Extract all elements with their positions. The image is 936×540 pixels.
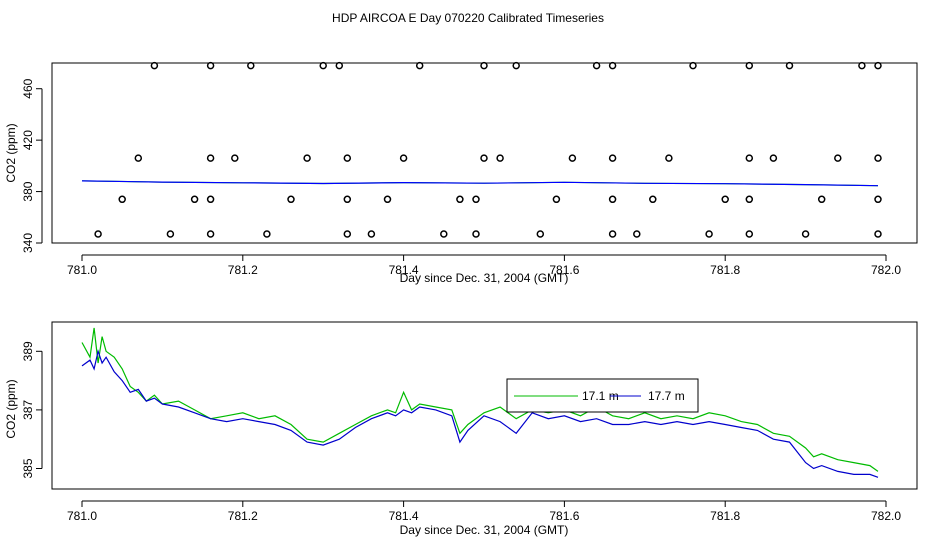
bottom-panel: 385 387 389 781.0 781.2 781.4 781.6 781.8 782.0… [4,321,918,537]
scatter-point [480,61,488,70]
top-y-tick-label: 420 [21,130,35,150]
top-y-tick-label: 460 [21,78,35,98]
scatter-point [721,195,729,204]
top-x-axis-label: Day since Dec. 31, 2004 (GMT) [400,271,569,285]
scatter-point [343,230,352,238]
bottom-x-tick-label: 781.4 [389,509,419,523]
scatter-point [785,61,794,70]
scatter-point [472,230,480,238]
bottom-x-tick-label: 781.0 [67,509,97,523]
top-series-line [81,180,879,187]
scatter-point [512,61,520,70]
scatter-point [206,195,215,204]
bottom-y-tick-label: 389 [21,341,35,361]
legend-label-17-7m: 17.7 m [648,389,685,403]
scatter-point [858,61,866,70]
scatter-point [552,195,561,204]
figure-title: HDP AIRCOA E Day 070220 Calibrated Times… [332,11,604,25]
scatter-point [150,61,159,70]
scatter-point [440,230,448,238]
bottom-y-tick-label: 387 [21,400,35,420]
scatter-point [874,230,882,238]
legend: 17.1 m 17.7 m [506,378,699,413]
scatter-point [206,230,215,238]
series-line-17-1m [81,327,879,472]
scatter-point [801,230,810,238]
top-x-tick-label: 781.6 [549,263,579,277]
bottom-x-axis-label: Day since Dec. 31, 2004 (GMT) [400,523,569,537]
top-y-tick-label: 340 [21,233,35,253]
scatter-point [592,61,601,70]
scatter-point [343,154,352,162]
scatter-point [649,195,657,204]
scatter-point [94,230,102,238]
top-plot-frame [51,62,918,244]
legend-label-17-1m: 17.1 m [582,389,619,403]
scatter-point [568,154,577,162]
scatter-point [817,195,826,204]
scatter-point [383,195,392,204]
scatter-point [367,230,376,238]
scatter-point [536,230,545,238]
scatter-point [263,230,271,238]
scatter-point [769,154,778,162]
bottom-x-tick-label: 781.8 [710,509,740,523]
scatter-point [343,195,352,204]
scatter-point [231,154,239,162]
scatter-point [665,154,673,162]
scatter-point [496,154,504,162]
scatter-point [608,195,617,204]
scatter-point [834,154,842,162]
scatter-point [247,61,255,70]
scatter-point [287,195,295,204]
top-y-tick-label: 380 [21,181,35,201]
scatter-point [415,61,424,70]
scatter-point [399,154,408,162]
legend-box [506,378,699,413]
top-x-tick-label: 781.4 [389,263,419,277]
scatter-point [608,230,617,238]
top-x-tick-label: 781.8 [710,263,740,277]
scatter-point [206,61,215,70]
bottom-x-tick-label: 781.2 [228,509,258,523]
scatter-point [705,230,713,238]
bottom-plot-frame [51,321,918,490]
scatter-point [745,230,754,238]
scatter-point [874,195,882,204]
scatter-point [472,195,480,204]
scatter-point [134,154,143,162]
series-line-17-7m [81,349,879,478]
top-panel: 340 380 420 460 781.0 781.2 781.4 781.6 781.8 78… [4,61,918,285]
scatter-point [608,154,617,162]
top-x-tick-label: 782.0 [871,263,901,277]
scatter-point [608,61,617,70]
scatter-point [480,154,488,162]
scatter-point [118,195,126,204]
top-x-tick-label: 781.2 [228,263,258,277]
scatter-point [303,154,311,162]
bottom-y-tick-label: 385 [21,458,35,478]
scatter-point [689,61,697,70]
bottom-x-tick-label: 782.0 [871,509,901,523]
bottom-y-axis-label: CO2 (ppm) [4,379,18,438]
top-y-axis-label: CO2 (ppm) [4,123,18,182]
scatter-point [745,195,754,204]
scatter-point [166,230,175,238]
scatter-point [874,61,882,70]
top-x-tick-label: 781.0 [67,263,97,277]
scatter-point [874,154,882,162]
scatter-point [319,61,327,70]
scatter-point [745,61,754,70]
scatter-point [206,154,215,162]
scatter-point [745,154,754,162]
scatter-point [456,195,464,204]
scatter-point [190,195,199,204]
bottom-x-tick-label: 781.6 [549,509,579,523]
scatter-point [633,230,641,238]
scatter-point [335,61,344,70]
